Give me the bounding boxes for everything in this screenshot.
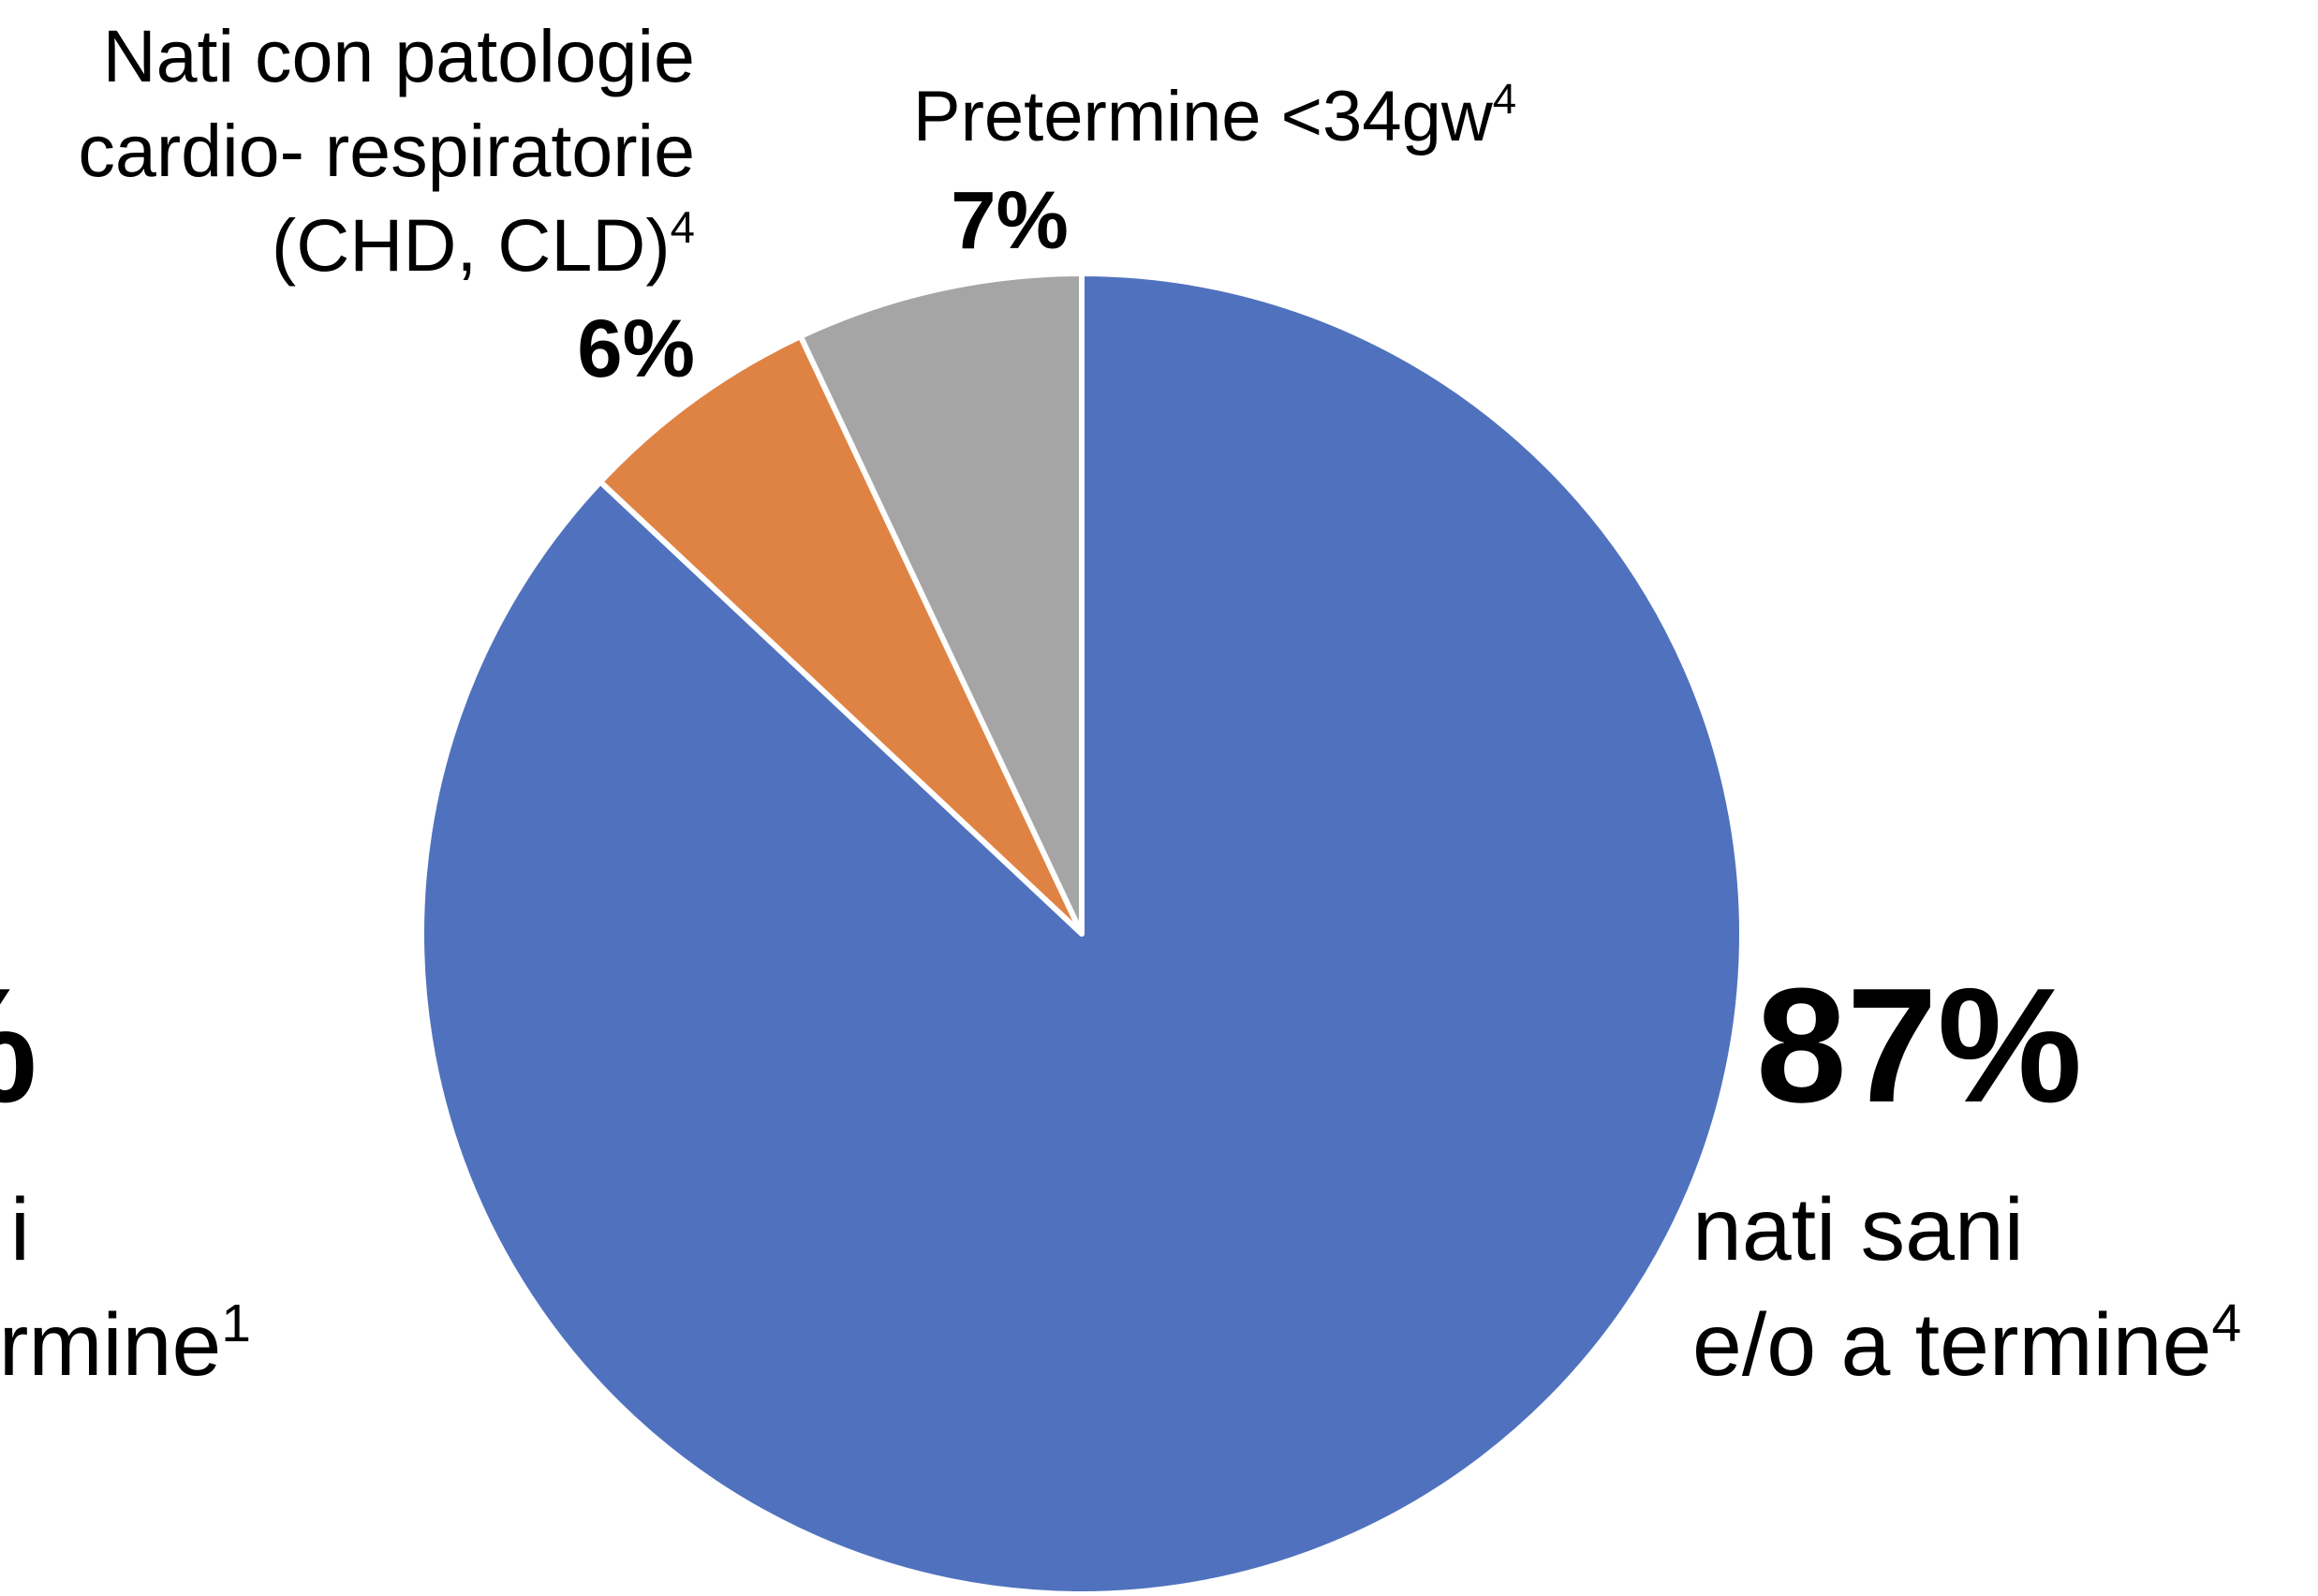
- pie-slice: [797, 271, 1085, 937]
- slice-label-line: (CHD, CLD): [272, 203, 671, 287]
- slice-label: nati sani: [1692, 1180, 2024, 1279]
- slice-label: (CHD, CLD)4: [272, 203, 695, 287]
- annotation-line: rmine: [0, 1295, 221, 1395]
- slice-label-line: nati sani: [1692, 1180, 2024, 1279]
- value-label: 87%: [1756, 953, 2082, 1136]
- value-label: 6%: [577, 303, 695, 394]
- slice-label-sup: 4: [671, 203, 695, 253]
- slice-label: e/o a termine4: [1692, 1293, 2241, 1395]
- slice-label: Nati con patologie: [103, 14, 695, 97]
- value-label: 7%: [951, 175, 1069, 266]
- annotation-line: i: [10, 1180, 30, 1279]
- slice-label-line: Nati con patologie: [103, 14, 695, 97]
- slice-label: Pretermine <34gw4: [913, 75, 1516, 156]
- slice-label-line: cardio- respiratorie: [78, 109, 695, 192]
- slice-label-sup: 4: [2211, 1293, 2241, 1353]
- slice-label-sup: 4: [1493, 75, 1516, 123]
- pie-slice: [419, 271, 1745, 1596]
- annotation-label: rmine1: [0, 1293, 251, 1395]
- annotation-sup: 1: [221, 1293, 251, 1353]
- annotation-label: i: [10, 1180, 30, 1279]
- slice-label-line: e/o a termine: [1692, 1295, 2211, 1395]
- pie-slice: [598, 333, 1085, 937]
- slice-label: cardio- respiratorie: [78, 109, 695, 192]
- annotation-value: %: [0, 953, 37, 1136]
- slice-label-line: Pretermine <34gw: [913, 77, 1494, 156]
